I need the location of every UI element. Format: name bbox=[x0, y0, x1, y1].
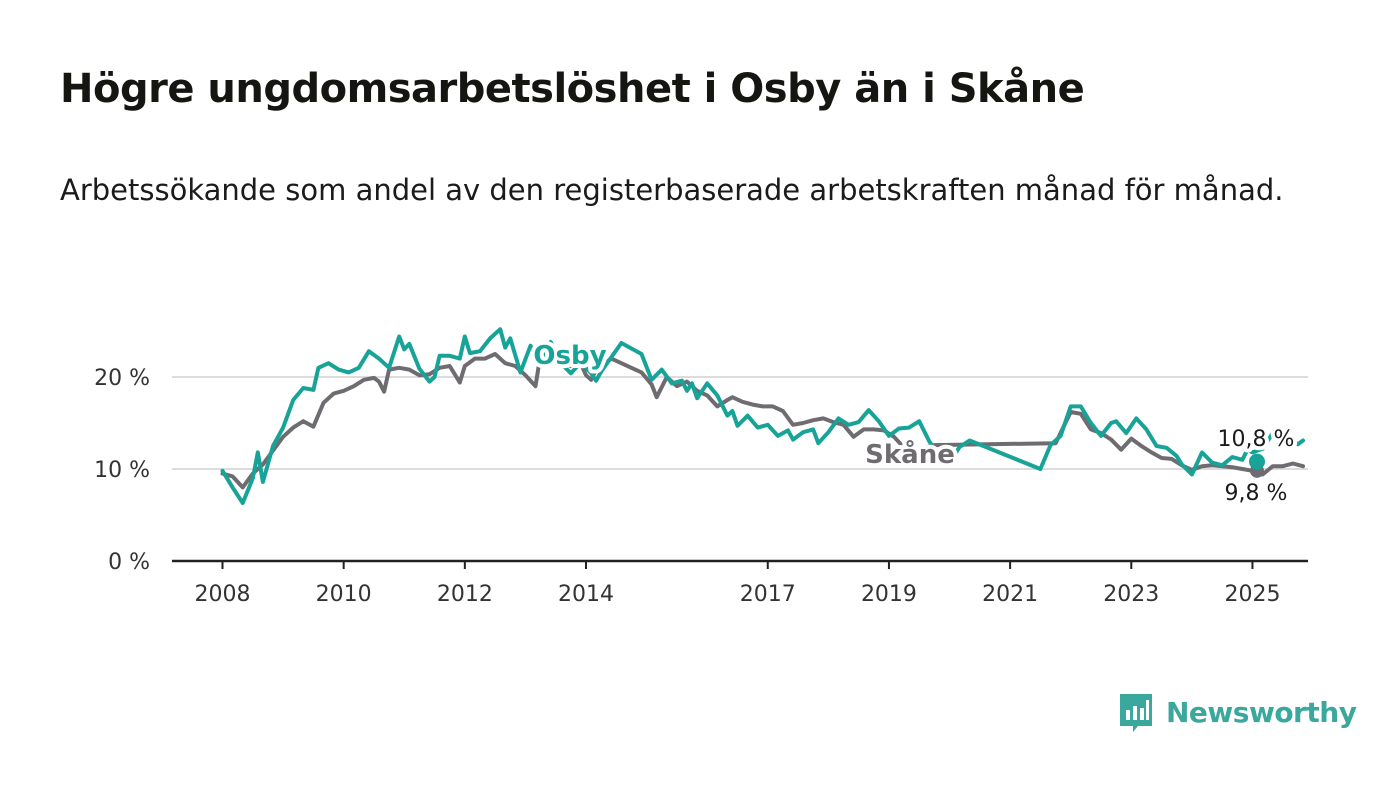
x-tick-label: 2023 bbox=[1103, 582, 1159, 607]
y-tick-label: 0 % bbox=[108, 550, 150, 575]
x-tick-label: 2010 bbox=[316, 582, 372, 607]
x-tick-label: 2019 bbox=[861, 582, 917, 607]
x-tick-label: 2025 bbox=[1224, 582, 1280, 607]
x-tick-label: 2014 bbox=[558, 582, 614, 607]
bar-chart-icon bbox=[1120, 694, 1152, 732]
series-label-skane-halo: Skåne bbox=[865, 438, 955, 470]
end-label-osby: 10,8 % bbox=[1218, 427, 1295, 452]
series-label-osby: Osby bbox=[533, 341, 606, 371]
end-point-osby bbox=[1249, 453, 1265, 470]
y-tick-label: 10 % bbox=[94, 458, 150, 483]
series-label-skane: Skåne bbox=[865, 438, 955, 470]
brand-name: Newsworthy bbox=[1166, 695, 1357, 729]
x-tick-label: 2008 bbox=[194, 582, 250, 607]
series-label-osby-halo: Osby bbox=[533, 341, 606, 371]
end-label-osby-halo: 10,8 % bbox=[1218, 427, 1295, 452]
chart-subtitle: Arbetssökande som andel av den registerb… bbox=[60, 173, 1284, 207]
end-label-skane: 9,8 % bbox=[1225, 481, 1288, 506]
x-tick-label: 2021 bbox=[982, 582, 1038, 607]
x-tick-label: 2012 bbox=[437, 582, 493, 607]
newsworthy-logo: Newsworthy bbox=[1118, 688, 1357, 736]
y-tick-label: 20 % bbox=[94, 366, 150, 391]
end-label-skane-halo: 9,8 % bbox=[1225, 481, 1288, 506]
x-tick-label: 2017 bbox=[740, 582, 796, 607]
series-line-osby bbox=[220, 327, 1305, 505]
chart-title: Högre ungdomsarbetslöshet i Osby än i Sk… bbox=[60, 66, 1085, 112]
